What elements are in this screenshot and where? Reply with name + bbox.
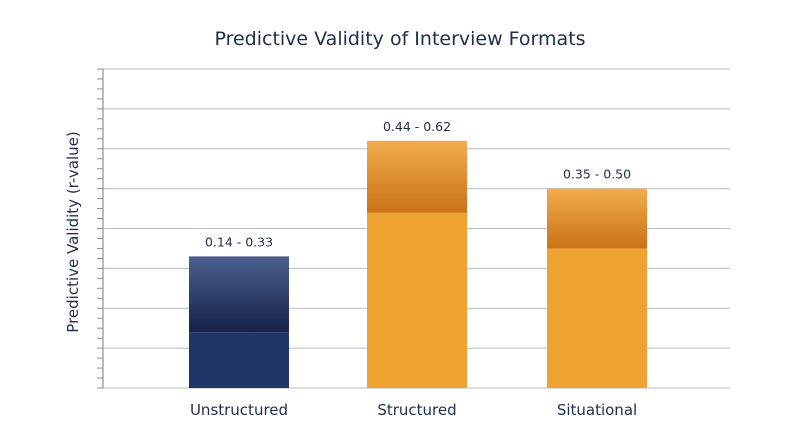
bars <box>189 140 647 388</box>
chart-title: Predictive Validity of Interview Formats <box>214 28 586 50</box>
bar-base-unstructured <box>189 332 289 388</box>
bar-base-structured <box>367 212 467 388</box>
x-tick-label-unstructured: Unstructured <box>190 401 288 419</box>
labels: 0.14 - 0.33 Unstructured 0.44 - 0.62 Struct… <box>190 119 637 419</box>
bar-base-situational <box>547 248 647 388</box>
bar-range-structured <box>367 140 467 213</box>
bar-range-unstructured <box>189 256 289 333</box>
y-axis <box>97 68 104 389</box>
data-label-structured: 0.44 - 0.62 <box>383 119 451 134</box>
data-label-unstructured: 0.14 - 0.33 <box>205 234 273 249</box>
y-axis-title: Predictive Validity (r-value) <box>64 131 82 332</box>
bar-range-situational <box>547 188 647 249</box>
x-tick-label-situational: Situational <box>557 401 637 419</box>
x-tick-label-structured: Structured <box>377 401 456 419</box>
data-label-situational: 0.35 - 0.50 <box>563 167 631 182</box>
